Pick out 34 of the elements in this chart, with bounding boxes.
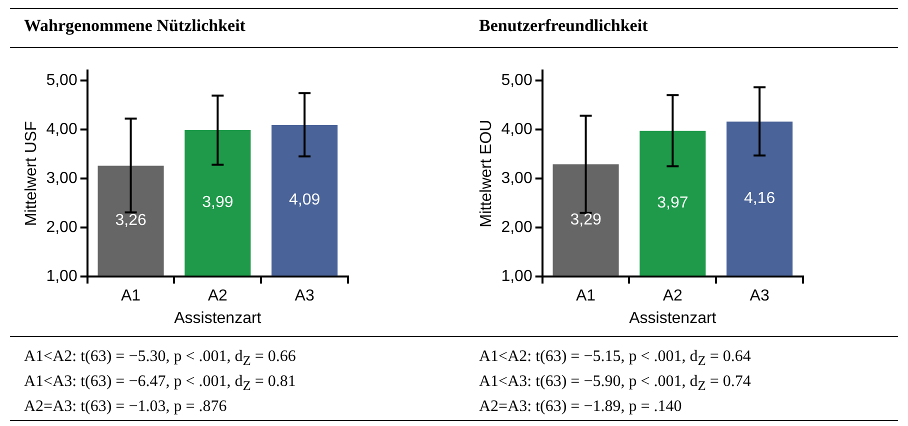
y-tick-label: 5,00 <box>46 72 78 89</box>
y-tick-label: 4,00 <box>46 120 78 138</box>
data-label: 3,29 <box>570 211 602 228</box>
y-tick-label: 5,00 <box>501 72 532 89</box>
text: A2=A3: t(63) = −1.89, p = .140 <box>479 398 682 416</box>
x-axis-title: Assistenzart <box>174 310 262 327</box>
text: A1<A2: t(63) = −5.15, p < .001, d$_{Z}$ = 0.64 <box>479 348 751 368</box>
x-axis-title: Assistenzart <box>629 310 717 327</box>
data-label: 3,97 <box>657 194 688 212</box>
text: A1<A3: t(63) = −6.47, p < .001, d$_{Z}$ = 0.81 <box>24 373 296 394</box>
y-tick-label: 3,00 <box>501 170 532 187</box>
text: A1<A2: t(63) = −5.30, p < .001, d$_{Z}$ = 0.66 <box>24 348 296 368</box>
x-tick-label: A2 <box>208 288 228 305</box>
y-tick-label: 2,00 <box>501 218 532 236</box>
y-tick-label: 2,00 <box>46 218 78 236</box>
chart-title: Benutzerfreundlichkeit <box>479 16 648 36</box>
data-label: 4,16 <box>744 190 776 208</box>
x-tick-label: A1 <box>576 288 596 305</box>
data-label: 4,09 <box>288 192 320 209</box>
x-tick-label: A3 <box>294 288 314 305</box>
x-tick-label: A2 <box>662 288 683 305</box>
data-label: 3,26 <box>115 212 146 230</box>
y-tick-label: 3,00 <box>46 170 78 187</box>
x-tick-label: A1 <box>120 288 141 305</box>
x-tick-label: A3 <box>750 288 770 305</box>
y-axis-title: Mittelwert EOU <box>478 120 496 228</box>
y-tick-label: 1,00 <box>46 268 78 286</box>
text: A1<A3: t(63) = −5.90, p < .001, d$_{Z}$ = 0.74 <box>479 373 751 394</box>
y-tick-label: 1,00 <box>501 268 532 286</box>
chart-title: Wahrgenommene Nützlichkeit <box>24 16 246 36</box>
y-axis-title: Mittelwert USF <box>23 120 40 226</box>
text: A2=A3: t(63) = −1.03, p = .876 <box>24 398 227 416</box>
y-tick-label: 4,00 <box>501 120 532 138</box>
data-label: 3,99 <box>202 194 234 212</box>
